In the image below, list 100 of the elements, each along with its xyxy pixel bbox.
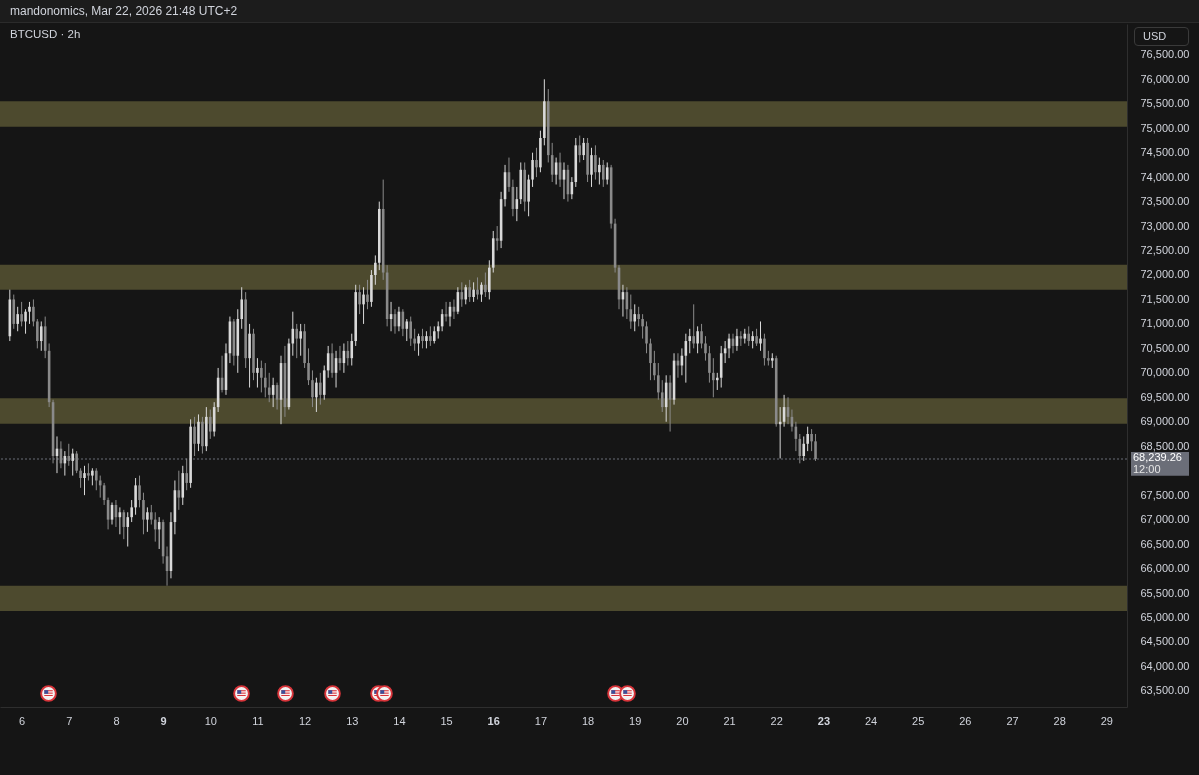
candlestick (763, 333, 766, 366)
x-tick-label: 12 (298, 714, 312, 727)
candlestick (98, 475, 102, 499)
candlestick (421, 328, 424, 349)
candlestick (197, 413, 200, 452)
candlestick (594, 144, 597, 181)
candlestick (39, 320, 43, 352)
x-tick-label: 24 (864, 714, 878, 727)
candlestick (704, 335, 707, 362)
ref-line-label: 68,239.26 (1133, 450, 1182, 463)
y-tick-label: 69,000.00 (1140, 415, 1190, 428)
candlestick (578, 135, 582, 163)
candlestick (413, 328, 416, 352)
y-tick-label: 76,000.00 (1140, 72, 1190, 85)
candlestick (633, 303, 637, 332)
candlestick (83, 465, 86, 496)
x-tick-label: 15 (440, 714, 453, 727)
x-tick-label: 17 (534, 714, 548, 727)
x-tick-label: 26 (959, 714, 972, 727)
x-tick-label: 18 (581, 714, 595, 727)
candlestick (153, 511, 157, 543)
y-tick-label: 71,500.00 (1140, 292, 1190, 305)
candlestick (319, 372, 322, 406)
y-tick-label: 67,000.00 (1140, 513, 1190, 526)
candlestick (814, 433, 817, 462)
y-tick-label: 74,500.00 (1140, 146, 1190, 159)
candlestick (739, 330, 743, 347)
candlestick (806, 426, 809, 452)
candlestick (641, 313, 644, 340)
candlestick (16, 306, 19, 332)
y-tick-label: 70,000.00 (1140, 366, 1190, 379)
candlestick (350, 333, 354, 366)
candlestick (366, 279, 369, 310)
candlestick (653, 350, 656, 381)
y-tick-label: 66,000.00 (1140, 562, 1190, 575)
x-tick-label: 28 (1053, 714, 1066, 727)
candlestick (267, 372, 271, 403)
y-tick-label: 63,500.00 (1140, 684, 1190, 697)
candlestick (150, 504, 153, 526)
x-tick-label: 6 (19, 714, 26, 727)
candlestick (645, 320, 648, 354)
y-tick-label: 72,000.00 (1140, 268, 1190, 281)
x-tick-label: 22 (770, 714, 783, 727)
candlestick (263, 362, 267, 398)
x-tick-label: 16 (487, 714, 500, 727)
candlestick (240, 286, 244, 330)
text: mandonomics, Mar 22, 2026 21:48 UTC+2 (0, 0, 1199, 23)
candlestick (700, 323, 703, 349)
candlestick (696, 325, 699, 354)
candlestick (637, 306, 640, 327)
candlestick (802, 435, 806, 462)
x-tick-label: 29 (1100, 714, 1113, 727)
y-tick-label: 70,500.00 (1140, 341, 1190, 354)
candlestick (208, 409, 212, 440)
candlestick (256, 357, 259, 389)
y-tick-label: 72,500.00 (1140, 244, 1190, 257)
candlestick (358, 284, 361, 315)
y-tick-label: 68,500.00 (1140, 439, 1190, 452)
chart-title: BTCUSD · 2h (10, 28, 81, 40)
y-tick-label: 64,000.00 (1140, 659, 1190, 672)
candlestick (550, 142, 554, 183)
candlestick (32, 298, 35, 327)
candlestick (295, 323, 299, 359)
candlestick (464, 284, 468, 305)
candlestick (527, 174, 530, 217)
y-tick-label: 73,000.00 (1140, 219, 1190, 232)
candlestick (429, 325, 432, 347)
candlestick (79, 467, 82, 489)
candlestick (708, 345, 711, 384)
candlestick (476, 276, 479, 300)
x-tick-label: 7 (66, 714, 73, 727)
candlestick (657, 362, 660, 401)
candlestick (130, 499, 133, 523)
candlestick (444, 301, 448, 322)
candlestick (146, 506, 149, 533)
candlestick (75, 450, 78, 474)
y-tick-label: 75,000.00 (1140, 121, 1190, 134)
y-tick-label: 73,500.00 (1140, 195, 1190, 208)
candlestick (134, 477, 137, 516)
x-tick-label: 23 (817, 714, 831, 727)
candlestick (36, 318, 39, 349)
candlestick (94, 467, 98, 491)
candlestick (374, 254, 377, 286)
candlestick (185, 457, 188, 491)
x-tick-label: 20 (676, 714, 689, 727)
candlestick (307, 347, 310, 386)
candlestick (535, 147, 538, 178)
candlestick (712, 357, 715, 398)
x-tick-label: 10 (204, 714, 217, 727)
candlestick (193, 416, 196, 457)
candlestick (24, 308, 27, 335)
candlestick (28, 301, 31, 325)
candlestick (598, 157, 601, 185)
candlestick (531, 152, 534, 188)
candlestick (260, 360, 263, 393)
candlestick (582, 137, 585, 161)
y-tick-label: 64,500.00 (1140, 635, 1190, 648)
candlestick (142, 492, 145, 535)
candlestick (759, 320, 762, 352)
candlestick (649, 338, 652, 381)
